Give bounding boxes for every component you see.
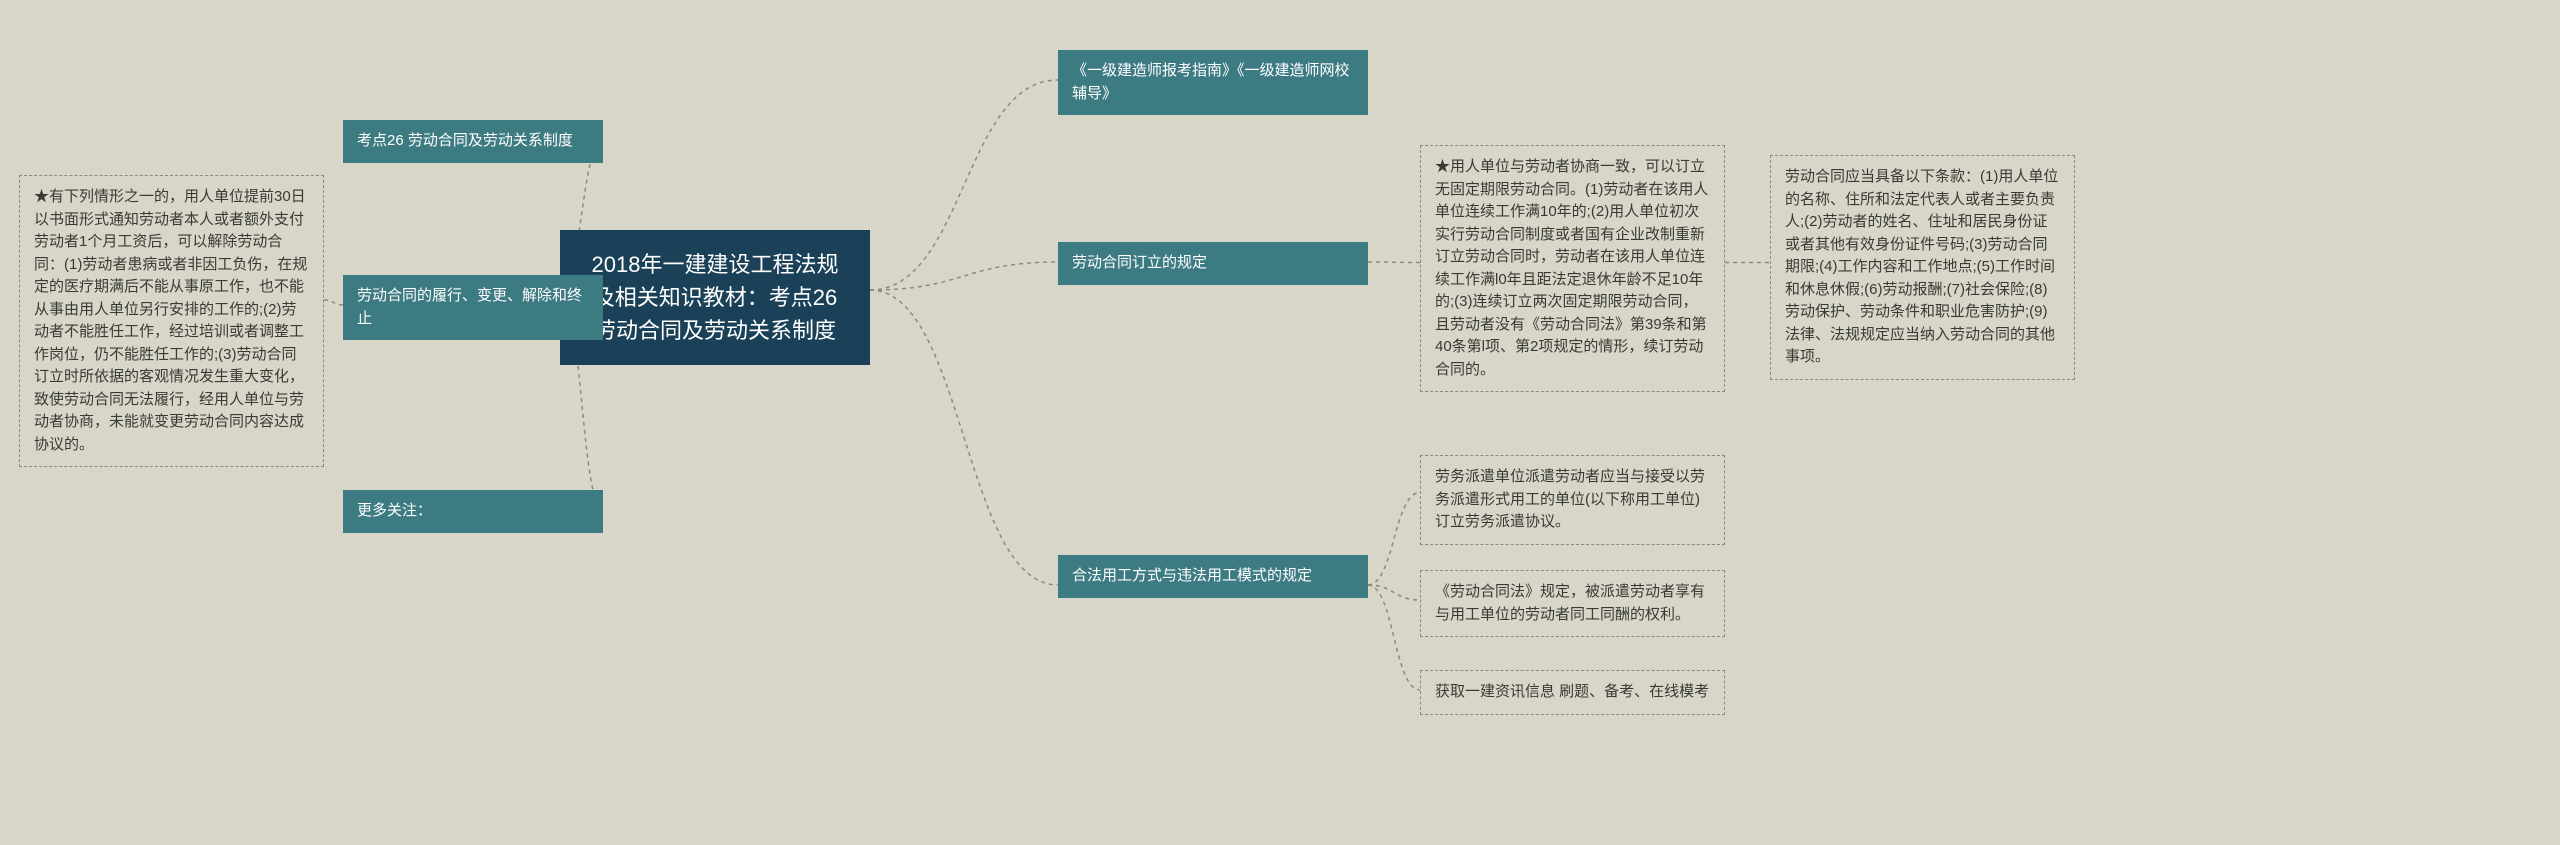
right-branch-2: 劳动合同订立的规定 xyxy=(1058,242,1368,285)
right-branch-3: 合法用工方式与违法用工模式的规定 xyxy=(1058,555,1368,598)
left-branch-2: 劳动合同的履行、变更、解除和终止 xyxy=(343,275,603,340)
right-branch-2-leaf-1: ★用人单位与劳动者协商一致，可以订立无固定期限劳动合同。(1)劳动者在该用人单位… xyxy=(1420,145,1725,392)
left-branch-2-leaf-1: ★有下列情形之一的，用人单位提前30日以书面形式通知劳动者本人或者额外支付劳动者… xyxy=(19,175,324,467)
right-branch-3-leaf-3: 获取一建资讯信息 刷题、备考、在线模考 xyxy=(1420,670,1725,715)
left-branch-3: 更多关注： xyxy=(343,490,603,533)
right-branch-2-leaf-1-sub: 劳动合同应当具备以下条款：(1)用人单位的名称、住所和法定代表人或者主要负责人;… xyxy=(1770,155,2075,380)
left-branch-1: 考点26 劳动合同及劳动关系制度 xyxy=(343,120,603,163)
center-node: 2018年一建建设工程法规及相关知识教材：考点26 劳动合同及劳动关系制度 xyxy=(560,230,870,365)
right-branch-3-leaf-1: 劳务派遣单位派遣劳动者应当与接受以劳务派遣形式用工的单位(以下称用工单位)订立劳… xyxy=(1420,455,1725,545)
right-branch-3-leaf-2: 《劳动合同法》规定，被派遣劳动者享有与用工单位的劳动者同工同酬的权利。 xyxy=(1420,570,1725,637)
right-branch-1: 《一级建造师报考指南》《一级建造师网校辅导》 xyxy=(1058,50,1368,115)
